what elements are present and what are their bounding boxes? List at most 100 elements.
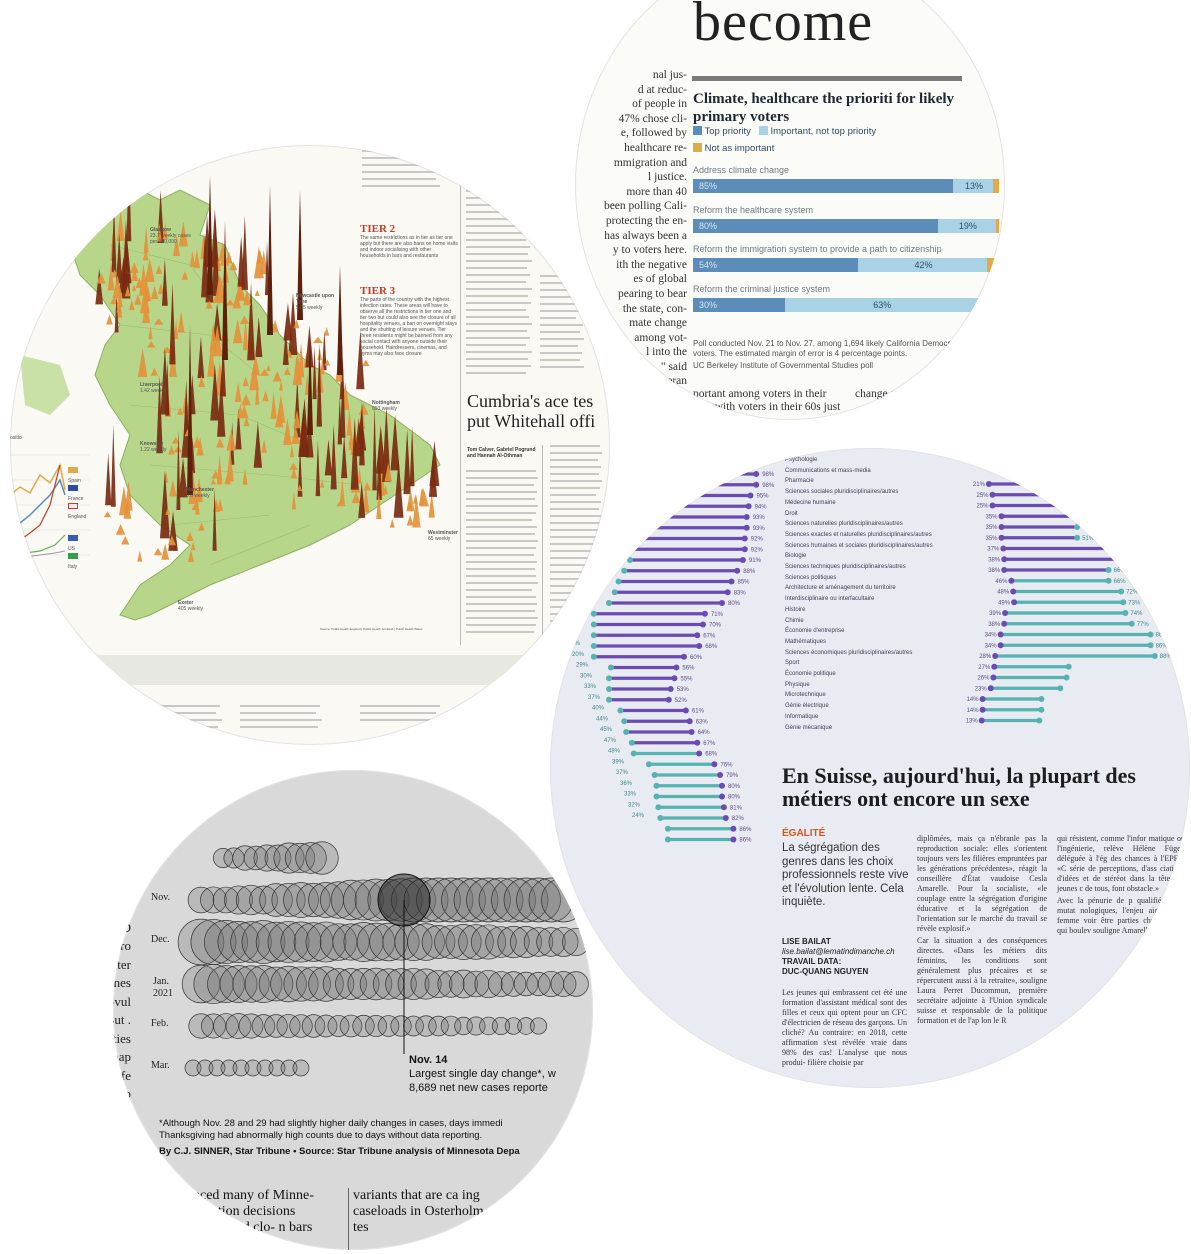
- swiss-right-start-value: 27%: [978, 665, 991, 671]
- mn-daily-case-bubble: [449, 969, 478, 999]
- ca-chart-title: Climate, healthcare the prioriti for lik…: [693, 91, 955, 125]
- case-spike: [243, 289, 252, 306]
- case-spike: [276, 394, 286, 423]
- swiss-left-value: 61%: [692, 709, 705, 715]
- mn-daily-case-bubble: [187, 886, 215, 914]
- case-spike: [297, 190, 303, 320]
- swiss-column-2-a: qui résistent, comme l'infor matique ou …: [1057, 834, 1185, 893]
- mn-daily-case-bubble: [415, 1015, 437, 1037]
- mn-daily-case-bubble: [541, 877, 586, 923]
- swiss-left-value: 93%: [753, 515, 766, 521]
- city-value: 5.05 weekly: [296, 305, 323, 311]
- case-spike: [235, 280, 246, 301]
- swiss-right-start-value: 48%: [997, 590, 1010, 596]
- ca-source: UC Berkeley Institute of Governmental St…: [693, 361, 874, 370]
- mn-daily-case-bubble: [437, 970, 465, 998]
- case-spike: [282, 329, 289, 366]
- swiss-left-value: 92%: [751, 537, 764, 543]
- swiss-right-end-value: 88%: [1160, 654, 1173, 660]
- case-spike: [324, 359, 331, 366]
- swiss-left-dumbbell: 60%: [590, 653, 703, 661]
- swiss-left-start-value: 33%: [624, 792, 637, 798]
- case-spike: [121, 219, 131, 299]
- legend-top-label: Top priority: [704, 126, 751, 137]
- case-spike: [272, 371, 282, 382]
- case-spike: [129, 299, 135, 311]
- case-spike: [169, 479, 177, 497]
- case-spike: [319, 479, 325, 488]
- legend-important-label: Important, not top priority: [770, 126, 877, 137]
- swiss-category-label: Sciences sociales pluridisciplinaires/au…: [785, 489, 899, 496]
- swiss-left-dumbbell: 98%: [640, 481, 775, 489]
- swiss-right-start-value: 34%: [985, 643, 998, 649]
- swiss-right-dumbbell: 25% 62%: [977, 502, 1118, 510]
- case-spike: [247, 282, 255, 361]
- case-spike: [406, 514, 414, 526]
- mn-daily-case-bubble: [305, 841, 339, 875]
- swiss-category-label: Psychologie: [785, 457, 818, 463]
- swiss-right-dumbbell: 14%: [967, 696, 1045, 703]
- swiss-category-label: Sciences exactes et naturelles pluridisc…: [785, 531, 932, 538]
- mn-daily-case-bubble: [562, 928, 590, 956]
- swiss-left-dumbbell: 53%: [606, 686, 689, 693]
- mn-daily-case-bubble: [500, 971, 527, 997]
- mn-bubble-chart: [177, 841, 590, 1077]
- mn-daily-case-bubble: [225, 1013, 252, 1039]
- ca-body-line: of people in: [632, 98, 687, 111]
- legend-label: England: [68, 514, 87, 520]
- ca-bar-important: [937, 218, 996, 233]
- swiss-left-value: 70%: [709, 623, 722, 629]
- case-spike: [253, 246, 264, 279]
- mn-daily-case-bubble: [258, 966, 294, 1002]
- legend-swatch-top: [693, 126, 702, 135]
- case-spike: [193, 249, 201, 269]
- swiss-left-value: 94%: [755, 504, 768, 510]
- swiss-right-start-value: 25%: [977, 504, 990, 510]
- swiss-left-dumbbell: 63%: [621, 718, 708, 725]
- ca-bar-top: [693, 218, 938, 233]
- swiss-left-value: 63%: [696, 719, 709, 725]
- mn-daily-case-bubble: [243, 845, 269, 871]
- case-spike: [372, 405, 377, 491]
- city-value: 23.7 weekly cases per 100,000: [150, 233, 191, 245]
- case-spike: [289, 444, 295, 458]
- swiss-right-end-value: 74%: [1130, 611, 1143, 617]
- case-spike: [205, 300, 213, 309]
- case-spike: [283, 418, 292, 445]
- case-spike: [143, 247, 149, 261]
- case-spike: [255, 317, 263, 357]
- case-spike: [348, 431, 355, 445]
- case-spike: [292, 353, 303, 385]
- case-spike: [153, 318, 164, 325]
- case-spike: [106, 314, 113, 325]
- swiss-left-start-value: 32%: [628, 802, 641, 808]
- us-flag-icon: [68, 535, 78, 541]
- mn-daily-case-bubble: [268, 1059, 286, 1077]
- swiss-left-value: 93%: [753, 526, 766, 532]
- mn-daily-case-bubble: [529, 1017, 548, 1035]
- swiss-right-end-value: 86%: [1156, 643, 1169, 649]
- swiss-right-start-value: 14%: [967, 697, 980, 703]
- legend-us: US: [68, 528, 100, 552]
- swiss-right-dumbbell: 46% 66%: [995, 577, 1126, 585]
- case-spike: [161, 258, 168, 306]
- swiss-left-dumbbell: 82%: [657, 815, 744, 822]
- ca-row-label: Address climate change: [693, 165, 790, 175]
- case-spike: [153, 547, 163, 556]
- swiss-right-dumbbell: 21% 63%: [973, 481, 1120, 488]
- mn-daily-case-bubble: [249, 885, 278, 915]
- swiss-left-dumbbell: 92%: [628, 546, 763, 553]
- mn-daily-case-bubble: [232, 1059, 250, 1077]
- case-spike: [121, 535, 130, 545]
- swiss-left-dumbbell: 61%: [617, 707, 705, 715]
- case-spike: [131, 284, 137, 292]
- mn-daily-case-bubble: [497, 925, 530, 959]
- case-spike: [290, 467, 297, 479]
- case-spike: [390, 414, 400, 471]
- swiss-category-label: Sciences techniques pluridisciplinaires/…: [785, 564, 906, 570]
- case-spike: [197, 336, 205, 379]
- case-spike: [207, 342, 216, 377]
- ca-body-line: l into the: [646, 346, 687, 359]
- mn-month-label: Feb.: [151, 1018, 169, 1029]
- ca-body-line: y to voters here.: [612, 244, 687, 257]
